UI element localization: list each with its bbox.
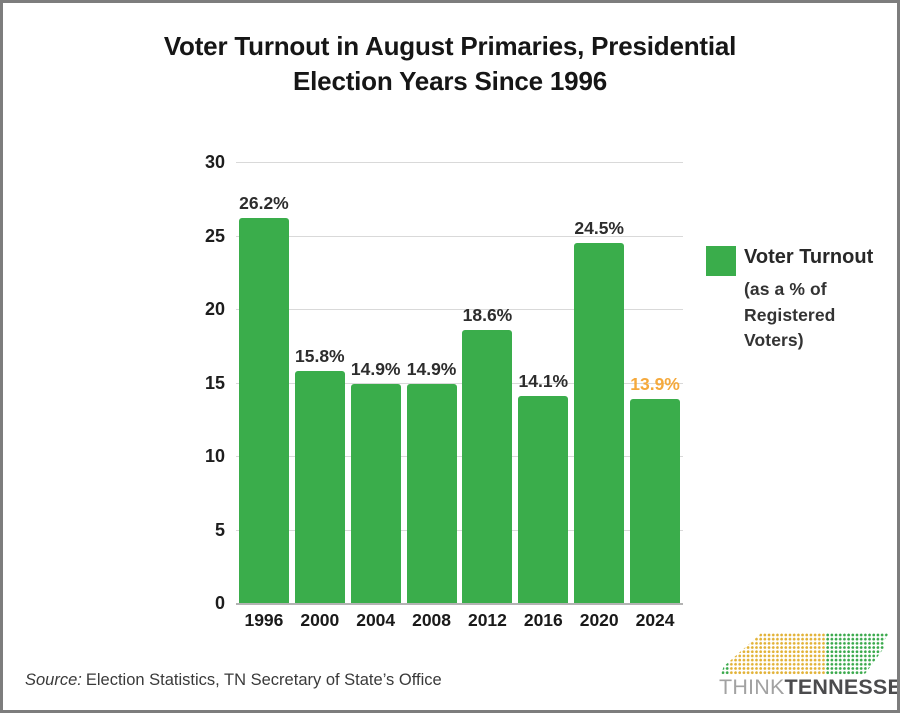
tennessee-state-dots-icon <box>721 633 889 675</box>
bar <box>574 242 625 603</box>
x-tick-label: 1996 <box>244 610 284 630</box>
gridline <box>236 235 683 237</box>
chart-title-line2: Election Years Since 1996 <box>293 66 607 96</box>
y-tick-label: 20 <box>204 299 225 319</box>
think-tennessee-logo: THINKTENNESSEE <box>713 632 897 702</box>
x-tick-label: 2008 <box>412 610 452 630</box>
legend-subtitle-line2: Registered <box>744 304 836 325</box>
bar <box>294 370 345 603</box>
logo-wordmark: THINKTENNESSEE <box>719 675 898 700</box>
x-tick-label: 2012 <box>467 610 507 630</box>
gridline <box>236 456 683 457</box>
bar <box>630 398 681 603</box>
chart-title-line1: Voter Turnout in August Primaries, Presi… <box>163 31 737 61</box>
x-tick-label: 2020 <box>579 610 619 630</box>
gridline <box>236 529 683 531</box>
source-text: Election Statistics, TN Secretary of Sta… <box>85 671 442 689</box>
gridline <box>236 309 683 310</box>
y-tick-label: 25 <box>204 225 225 246</box>
x-tick-label: 2004 <box>356 610 396 630</box>
legend-subtitle-line1: (as a % of <box>744 279 827 299</box>
bar-value-label: 14.9% <box>406 358 457 379</box>
bar-value-label: 24.5% <box>574 217 624 238</box>
y-tick-label: 15 <box>204 372 225 393</box>
plot-area: 26.2% 15.8% 14.9% 14.9% 18.6% 14.1% 24.5% 13.9% <box>236 162 683 605</box>
legend-swatch-icon <box>706 246 736 276</box>
legend-subtitle-line3: Voters) <box>744 330 804 350</box>
y-tick-label: 10 <box>204 446 225 466</box>
x-axis-line <box>236 603 683 605</box>
source-note: Source: Election Statistics, TN Secretary… <box>25 671 442 690</box>
y-axis: 0 5 10 15 20 25 30 <box>141 152 225 613</box>
bar-value-label: 14.9% <box>350 358 401 379</box>
bar <box>462 329 513 603</box>
x-tick-label: 2000 <box>300 610 340 630</box>
legend: Voter Turnout (as a % of Registered Vote… <box>706 243 897 354</box>
bar <box>406 383 457 603</box>
bar-value-label: 13.9% <box>630 373 680 394</box>
logo-think-text: THINK <box>719 675 785 699</box>
bar <box>518 395 569 603</box>
bar <box>238 217 289 603</box>
legend-body: Voter Turnout (as a % of Registered Vote… <box>744 243 897 354</box>
gridline <box>236 382 683 384</box>
x-axis: 1996 2000 2004 2008 2012 2016 2020 2024 <box>236 610 683 634</box>
bar <box>350 383 401 603</box>
x-tick-label: 2016 <box>523 610 563 630</box>
gridline <box>236 162 683 163</box>
legend-title: Voter Turnout <box>744 246 874 268</box>
y-tick-label: 5 <box>214 519 225 540</box>
x-tick-label: 2024 <box>635 610 675 630</box>
source-prefix: Source: <box>25 671 82 689</box>
bar-value-label: 26.2% <box>239 192 289 213</box>
bar-value-label: 18.6% <box>462 304 513 325</box>
chart-title: Voter Turnout in August Primaries, Presi… <box>3 29 897 99</box>
bar-value-label: 15.8% <box>295 345 345 366</box>
y-tick-label: 30 <box>204 152 225 172</box>
bar-value-label: 14.1% <box>518 370 569 391</box>
y-tick-label: 0 <box>214 593 225 613</box>
logo-tennessee-text: TENNESSEE <box>784 675 898 699</box>
